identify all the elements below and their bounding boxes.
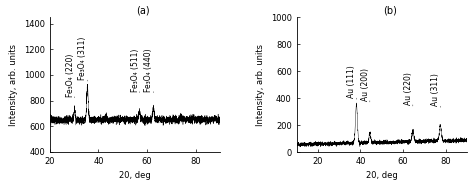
- Text: Fe₃O₄ (440): Fe₃O₄ (440): [145, 48, 154, 92]
- X-axis label: 20, deg: 20, deg: [119, 171, 151, 180]
- Text: Au (111): Au (111): [347, 65, 356, 98]
- Text: Fe₃O₄ (311): Fe₃O₄ (311): [79, 37, 88, 80]
- Text: (a): (a): [137, 6, 150, 16]
- Text: Fe₃O₄ (511): Fe₃O₄ (511): [130, 48, 139, 92]
- Y-axis label: Intensity, arb. units: Intensity, arb. units: [256, 44, 265, 126]
- Y-axis label: Intensity, arb. units: Intensity, arb. units: [9, 44, 18, 126]
- Text: Au (200): Au (200): [361, 68, 370, 101]
- Text: (b): (b): [383, 6, 397, 16]
- Text: Au (311): Au (311): [431, 73, 440, 106]
- X-axis label: 20, deg: 20, deg: [366, 171, 398, 180]
- Text: Au (220): Au (220): [404, 72, 413, 105]
- Text: Fe₃O₄ (220): Fe₃O₄ (220): [65, 53, 74, 97]
